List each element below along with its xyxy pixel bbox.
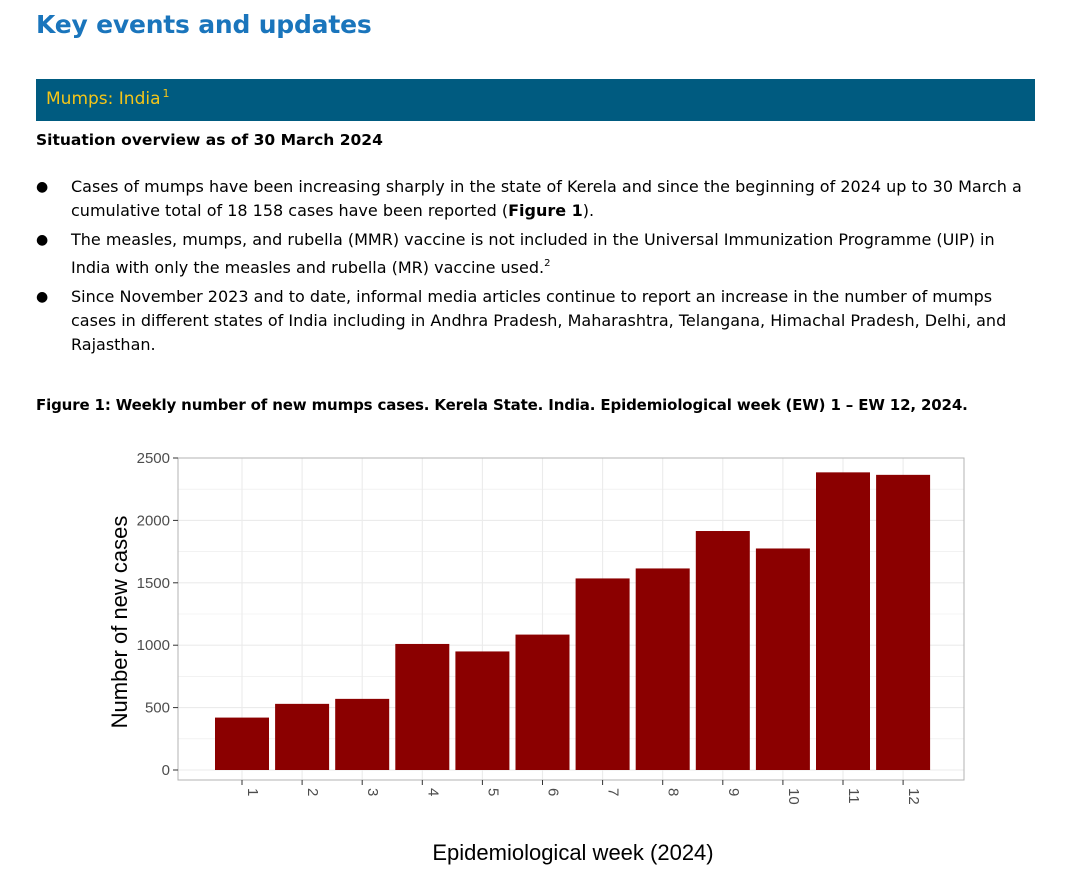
x-tick-label: 9 <box>725 788 742 796</box>
figure-caption: Figure 1: Weekly number of new mumps cas… <box>36 396 968 414</box>
overview-heading: Situation overview as of 30 March 2024 <box>36 131 383 149</box>
x-tick-label: 6 <box>545 788 562 796</box>
x-tick-label: 1 <box>244 788 261 796</box>
y-tick-label: 1000 <box>137 637 170 654</box>
x-tick-label: 10 <box>785 788 802 805</box>
y-tick-label: 500 <box>145 700 170 717</box>
bar-week-10 <box>755 548 810 770</box>
bar-week-8 <box>635 568 690 770</box>
bullet-icon: ● <box>36 232 49 248</box>
plot-border <box>177 457 965 781</box>
page-title: Key events and updates <box>36 10 372 39</box>
bar-week-11 <box>816 472 870 770</box>
y-tick-label: 1500 <box>137 575 170 592</box>
figure-reference: Figure 1 <box>508 201 583 220</box>
x-tick-label: 11 <box>845 788 862 804</box>
footnote-ref[interactable]: 2 <box>544 258 551 269</box>
x-axis-title: Epidemiological week (2024) <box>432 840 713 865</box>
x-tick-label: 7 <box>605 788 622 796</box>
x-tick-label: 8 <box>665 788 682 796</box>
x-tick-label: 3 <box>364 788 381 796</box>
bullet-item: ● The measles, mumps, and rubella (MMR) … <box>36 230 995 277</box>
bar-week-2 <box>275 703 330 770</box>
bar-week-4 <box>395 643 450 770</box>
bullet-item: ● Since November 2023 and to date, infor… <box>36 287 1007 354</box>
bullet-item: ● Cases of mumps have been increasing sh… <box>36 177 1022 220</box>
x-tick-label: 12 <box>905 788 922 805</box>
y-tick-label: 0 <box>162 762 170 779</box>
footnote-ref[interactable]: 1 <box>162 87 170 100</box>
bullet-list: ● Cases of mumps have been increasing sh… <box>36 175 1036 362</box>
section-header-bar: Mumps: India 1 <box>36 79 1035 121</box>
y-tick-label: 2500 <box>137 450 170 467</box>
section-title: Mumps: India 1 <box>46 87 170 109</box>
x-tick-label: 4 <box>424 788 441 796</box>
y-tick-label: 2000 <box>137 512 170 529</box>
x-tick-label: 2 <box>304 788 321 796</box>
bar-week-6 <box>515 634 570 770</box>
bar-week-12 <box>876 474 931 770</box>
x-tick-label: 5 <box>484 788 501 796</box>
bar-week-9 <box>695 531 750 770</box>
bullet-icon: ● <box>36 289 49 305</box>
bar-week-5 <box>455 651 510 770</box>
bar-week-1 <box>215 717 269 770</box>
bullet-icon: ● <box>36 179 49 195</box>
bar-week-7 <box>575 578 630 770</box>
bar-week-3 <box>335 698 390 770</box>
y-axis-title: Number of new cases <box>107 516 132 729</box>
